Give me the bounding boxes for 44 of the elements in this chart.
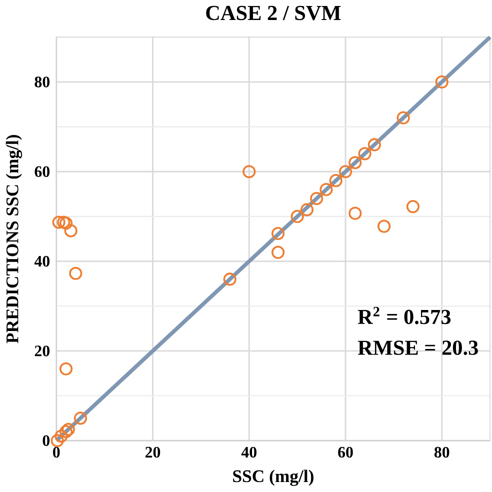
point [59,362,73,376]
point [69,266,82,280]
x-axis-title: SSC (mg/l) [233,470,314,486]
point [52,216,66,229]
x-tick-label: 0 [53,446,60,458]
point [74,412,88,425]
y-tick-label: 80 [34,76,50,88]
point [271,246,285,259]
point [329,174,342,188]
point [300,203,314,216]
annotation: R$^{2}$ = 0.573 [358,306,451,324]
x-tick-label: 60 [338,446,353,458]
point [290,210,304,224]
point [54,430,68,443]
point [320,183,333,196]
point [59,425,73,438]
point [223,272,236,286]
point [64,224,78,238]
point [338,165,352,178]
point [435,76,448,89]
y-tick-label: 20 [34,346,50,356]
point [271,227,285,240]
point [242,165,256,178]
y-tick-label: 0 [42,435,50,446]
point [358,147,372,160]
point [396,111,410,124]
x-tick-label: 20 [145,446,160,458]
point [62,422,75,436]
point [406,200,420,214]
point [378,220,391,233]
y-axis-title: PREDICTIONS SSC (mg/l) [6,135,22,344]
chart-title: CASE 2 / SVM [206,6,341,20]
x-tick-label: 40 [241,446,256,458]
x-tick-label: 80 [434,446,450,458]
y-tick-label: 40 [34,256,50,267]
point [368,138,381,152]
point [50,434,64,448]
annotation: RMSE = 20.3 [358,340,478,356]
point [348,206,362,220]
point [348,156,362,170]
y-tick-label: 60 [34,166,50,178]
point [310,192,324,206]
point [57,216,70,229]
point [59,216,73,230]
